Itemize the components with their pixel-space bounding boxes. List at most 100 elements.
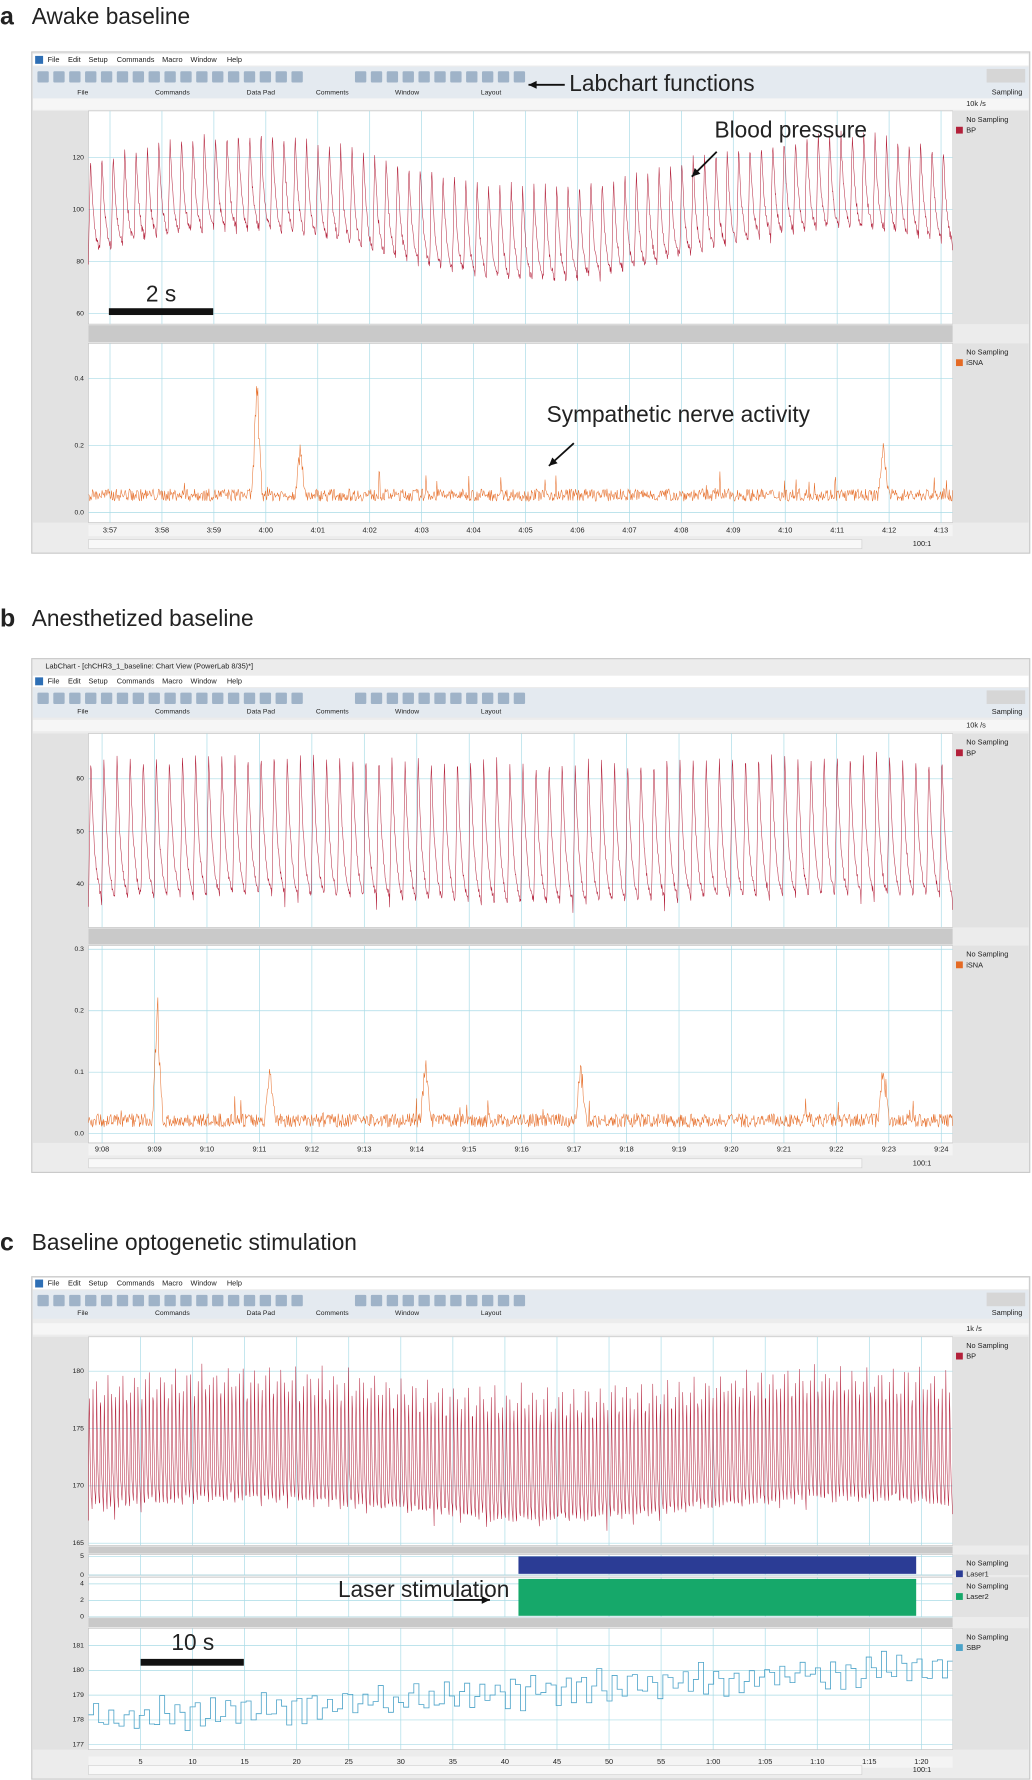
toolbar-icon[interactable] bbox=[100, 71, 113, 83]
toolbar-icon[interactable] bbox=[180, 71, 192, 83]
toolbar-icon[interactable] bbox=[466, 71, 478, 83]
toolbar-icon[interactable] bbox=[69, 692, 81, 705]
scroll-bar[interactable] bbox=[88, 539, 863, 549]
toolbar-icon[interactable] bbox=[196, 1294, 208, 1307]
toolbar-icon[interactable] bbox=[450, 692, 462, 705]
toolbar-icon[interactable] bbox=[243, 71, 256, 83]
toolbar-icon[interactable] bbox=[497, 1294, 510, 1307]
menu-item[interactable]: Setup bbox=[88, 1278, 107, 1287]
toolbar-icon[interactable] bbox=[132, 71, 145, 83]
toolbar-icon[interactable] bbox=[227, 1294, 240, 1307]
toolbar-icon[interactable] bbox=[227, 71, 240, 83]
menu-item[interactable]: Help bbox=[227, 1278, 242, 1287]
toolbar-icon[interactable] bbox=[402, 1294, 414, 1307]
menu-item[interactable]: Commands bbox=[117, 1278, 155, 1287]
toolbar-icon[interactable] bbox=[434, 692, 446, 705]
toolbar-icon[interactable] bbox=[85, 1294, 97, 1307]
toolbar-icon[interactable] bbox=[275, 71, 287, 83]
toolbar-icon[interactable] bbox=[386, 71, 399, 83]
menu-item[interactable]: Window bbox=[191, 676, 218, 685]
toolbar-icon[interactable] bbox=[259, 1294, 272, 1307]
toolbar-icon[interactable] bbox=[466, 692, 478, 705]
menu-item[interactable]: File bbox=[48, 55, 60, 64]
channel-name[interactable]: Laser1 bbox=[966, 1569, 989, 1578]
toolbar-icon[interactable] bbox=[513, 71, 526, 83]
toolbar-icon[interactable] bbox=[354, 1294, 367, 1307]
toolbar-icon[interactable] bbox=[402, 692, 414, 705]
toolbar-icon[interactable] bbox=[291, 1294, 303, 1307]
toolbar-icon[interactable] bbox=[497, 71, 510, 83]
toolbar-icon[interactable] bbox=[450, 1294, 462, 1307]
toolbar-icon[interactable] bbox=[434, 1294, 446, 1307]
toolbar-icon[interactable] bbox=[513, 692, 526, 705]
menu-item[interactable]: Help bbox=[227, 55, 242, 64]
menu-item[interactable]: File bbox=[48, 1278, 60, 1287]
menu-item[interactable]: Macro bbox=[162, 1278, 182, 1287]
menu-item[interactable]: Setup bbox=[88, 676, 107, 685]
channel-name[interactable]: BP bbox=[966, 1352, 976, 1361]
menu-item[interactable]: Commands bbox=[117, 676, 155, 685]
menu-item[interactable]: Commands bbox=[117, 55, 155, 64]
menu-item[interactable]: Macro bbox=[162, 676, 182, 685]
toolbar-icon[interactable] bbox=[37, 692, 49, 705]
channel-name[interactable]: SBP bbox=[966, 1643, 981, 1652]
toolbar-icon[interactable] bbox=[243, 692, 256, 705]
scroll-bar[interactable] bbox=[88, 1158, 863, 1169]
toolbar-icon[interactable] bbox=[275, 692, 287, 705]
toolbar-icon[interactable] bbox=[212, 71, 224, 83]
toolbar-icon[interactable] bbox=[212, 1294, 224, 1307]
toolbar-icon[interactable] bbox=[481, 692, 494, 705]
toolbar-icon[interactable] bbox=[243, 1294, 256, 1307]
toolbar-icon[interactable] bbox=[513, 1294, 526, 1307]
menu-item[interactable]: Macro bbox=[162, 55, 182, 64]
toolbar-icon[interactable] bbox=[100, 692, 113, 705]
toolbar-icon[interactable] bbox=[434, 71, 446, 83]
toolbar-icon[interactable] bbox=[53, 71, 65, 83]
menu-item[interactable]: Setup bbox=[88, 55, 107, 64]
channel-name[interactable]: iSNA bbox=[966, 960, 983, 969]
toolbar-icon[interactable] bbox=[466, 1294, 478, 1307]
toolbar-icon[interactable] bbox=[291, 692, 303, 705]
toolbar-icon[interactable] bbox=[100, 1294, 113, 1307]
toolbar-icon[interactable] bbox=[148, 692, 160, 705]
toolbar-icon[interactable] bbox=[85, 71, 97, 83]
menu-item[interactable]: Help bbox=[227, 676, 242, 685]
toolbar-icon[interactable] bbox=[69, 71, 81, 83]
toolbar-icon[interactable] bbox=[180, 1294, 192, 1307]
toolbar-icon[interactable] bbox=[370, 692, 383, 705]
toolbar-icon[interactable] bbox=[481, 1294, 494, 1307]
toolbar-icon[interactable] bbox=[386, 1294, 399, 1307]
menu-item[interactable]: Edit bbox=[68, 676, 81, 685]
toolbar-icon[interactable] bbox=[148, 71, 160, 83]
channel-name[interactable]: BP bbox=[966, 126, 976, 135]
toolbar-icon[interactable] bbox=[116, 692, 129, 705]
toolbar-icon[interactable] bbox=[164, 1294, 176, 1307]
toolbar-icon[interactable] bbox=[37, 1294, 49, 1307]
toolbar-icon[interactable] bbox=[450, 71, 462, 83]
menu-item[interactable]: Edit bbox=[68, 1278, 81, 1287]
toolbar-icon[interactable] bbox=[164, 692, 176, 705]
toolbar-icon[interactable] bbox=[227, 692, 240, 705]
toolbar-icon[interactable] bbox=[386, 692, 399, 705]
toolbar-icon[interactable] bbox=[291, 71, 303, 83]
toolbar-icon[interactable] bbox=[132, 1294, 145, 1307]
toolbar-icon[interactable] bbox=[418, 71, 430, 83]
toolbar-icon[interactable] bbox=[402, 71, 414, 83]
toolbar-icon[interactable] bbox=[69, 1294, 81, 1307]
menu-item[interactable]: Window bbox=[191, 55, 218, 64]
toolbar-icon[interactable] bbox=[53, 1294, 65, 1307]
toolbar-icon[interactable] bbox=[132, 692, 145, 705]
toolbar-icon[interactable] bbox=[116, 71, 129, 83]
toolbar-icon[interactable] bbox=[212, 692, 224, 705]
toolbar-icon[interactable] bbox=[148, 1294, 160, 1307]
toolbar-icon[interactable] bbox=[354, 692, 367, 705]
channel-name[interactable]: iSNA bbox=[966, 358, 983, 367]
channel-name[interactable]: Laser2 bbox=[966, 1592, 989, 1601]
menu-item[interactable]: Edit bbox=[68, 55, 81, 64]
scroll-bar[interactable] bbox=[88, 1765, 863, 1775]
channel-name[interactable]: BP bbox=[966, 748, 976, 757]
toolbar-icon[interactable] bbox=[370, 1294, 383, 1307]
toolbar-icon[interactable] bbox=[370, 71, 383, 83]
toolbar-icon[interactable] bbox=[497, 692, 510, 705]
toolbar-icon[interactable] bbox=[37, 71, 49, 83]
